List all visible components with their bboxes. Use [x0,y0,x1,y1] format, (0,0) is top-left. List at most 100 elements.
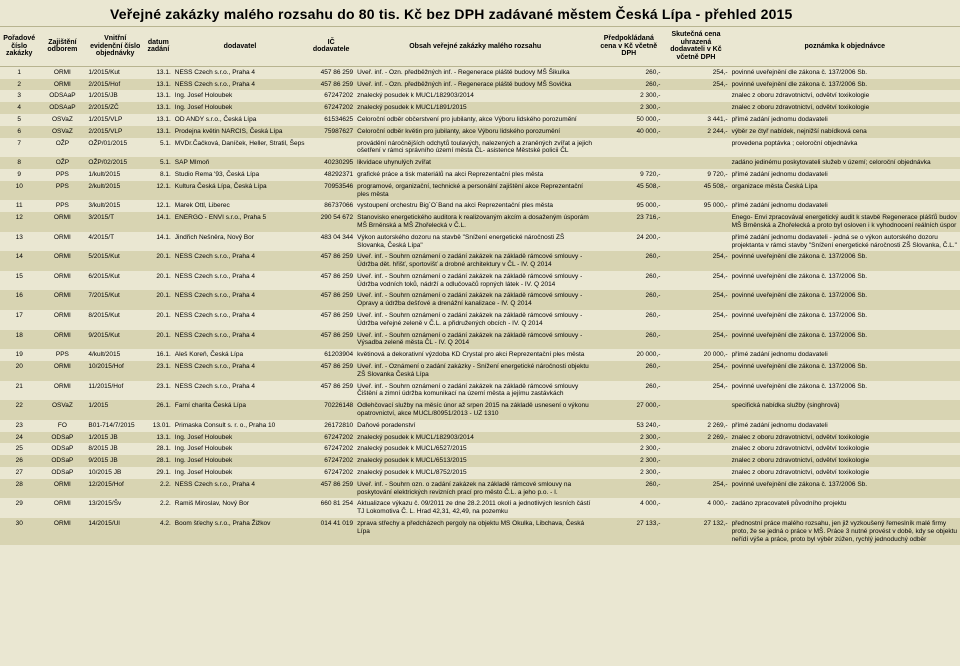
cell-ev: 1/2015/VLP [86,114,144,126]
cell-ic: 67247202 [307,432,355,444]
table-row: 17ORMI8/2015/Kut20.1.NESS Czech s.r.o., … [0,310,960,330]
cell-dz: 8.1. [144,169,173,181]
col-header-3: datum zadání [144,27,173,67]
cell-sc: 2 269,- [662,432,729,444]
cell-poz: zadáno jedinému poskytovateli služeb v ú… [730,157,960,169]
cell-poz: přímé zadání jednomu dodavateli [730,169,960,181]
cell-sc: 254,- [662,381,729,401]
cell-n: 21 [0,381,38,401]
cell-poz: přímé zadání jednomu dodavateli - jedná … [730,232,960,252]
cell-poz: organizace města Česká Lípa [730,181,960,201]
cell-ic: 67247202 [307,455,355,467]
cell-pc: 2 300,- [595,443,662,455]
cell-n: 2 [0,79,38,91]
cell-pc: 95 000,- [595,200,662,212]
col-header-1: Zajištění odborem [38,27,86,67]
cell-poz: povinné uveřejnění dle zákona č. 137/200… [730,251,960,271]
cell-od: ORMI [38,66,86,78]
cell-dod: Ing. Josef Holoubek [173,90,307,102]
cell-dod: Farní charita Česká Lípa [173,400,307,420]
cell-poz: přímé zadání jednomu dodavateli [730,114,960,126]
table-row: 5OSVaZ1/2015/VLP13.1.OD ANDY s.r.o., Čes… [0,114,960,126]
cell-pc: 2 300,- [595,467,662,479]
cell-pc: 260,- [595,251,662,271]
cell-obs: květinová a dekorativní výzdoba KD Cryst… [355,349,595,361]
cell-ev: 1/2015/JB [86,90,144,102]
cell-od: OSVaZ [38,400,86,420]
cell-n: 26 [0,455,38,467]
cell-ic: 457 86 259 [307,479,355,499]
cell-dod: Jindřich Nešněra, Nový Bor [173,232,307,252]
cell-obs: vystoupení orchestru Big´O´Band na akci … [355,200,595,212]
cell-obs: Stanovisko energetického auditora k real… [355,212,595,232]
cell-n: 3 [0,90,38,102]
cell-od: PPS [38,200,86,212]
table-row: 14ORMI5/2015/Kut20.1.NESS Czech s.r.o., … [0,251,960,271]
cell-pc: 40 000,- [595,126,662,138]
cell-pc: 260,- [595,381,662,401]
cell-ev: 2/2015/VLP [86,126,144,138]
table-body: 1ORMI1/2015/Kut13.1.NESS Czech s.r.o., P… [0,66,960,545]
cell-dod: Ramiš Miroslav, Nový Bor [173,498,307,518]
cell-ev: 1/kult/2015 [86,169,144,181]
cell-sc: 254,- [662,290,729,310]
cell-od: ORMI [38,232,86,252]
cell-n: 20 [0,361,38,381]
cell-dz: 13.01. [144,420,173,432]
cell-dz: 14.1. [144,232,173,252]
cell-od: ODSAaP [38,90,86,102]
cell-dod: SAP MImoň [173,157,307,169]
cell-poz: povinné uveřejnění dle zákona č. 137/200… [730,479,960,499]
cell-ic: 457 86 259 [307,251,355,271]
cell-sc [662,102,729,114]
cell-dod: Primaska Consult s. r. o., Praha 10 [173,420,307,432]
cell-od: ODSaP [38,443,86,455]
cell-n: 13 [0,232,38,252]
cell-sc: 254,- [662,251,729,271]
cell-sc: 254,- [662,479,729,499]
cell-dod: NESS Czech s.r.o., Praha 4 [173,361,307,381]
cell-sc: 254,- [662,79,729,91]
cell-obs: Uveř. inf. - Souhrn oznámení o zadání za… [355,290,595,310]
cell-dod: Ing. Josef Holoubek [173,102,307,114]
cell-dz: 26.1. [144,400,173,420]
cell-poz: povinné uveřejnění dle zákona č. 137/200… [730,381,960,401]
cell-obs: znalecký posudek k MUCL/6527/2015 [355,443,595,455]
table-row: 22OSVaZ1/201526.1.Farní charita Česká Lí… [0,400,960,420]
cell-od: ORMI [38,79,86,91]
cell-poz: povinné uveřejnění dle zákona č. 137/200… [730,290,960,310]
table-row: 11PPS3/kult/201512.1.Marek Ottl, Liberec… [0,200,960,212]
cell-poz: zadáno zpracovateli původního projektu [730,498,960,518]
cell-obs: likvidace uhynulých zvířat [355,157,595,169]
cell-ic: 61534625 [307,114,355,126]
cell-od: ODSAaP [38,102,86,114]
cell-poz: povinné uveřejnění dle zákona č. 137/200… [730,66,960,78]
col-header-5: IČ dodavatele [307,27,355,67]
col-header-9: poznámka k objednávce [730,27,960,67]
cell-obs: Uveř. inf. - Souhrn oznámení o zadání za… [355,310,595,330]
cell-od: ORMI [38,518,86,545]
cell-pc: 2 300,- [595,455,662,467]
cell-dz: 13.1. [144,66,173,78]
table-row: 12ORMI3/2015/T14.1.ENERGO - ENVI s.r.o.,… [0,212,960,232]
cell-dod: Ing. Josef Holoubek [173,455,307,467]
cell-pc [595,138,662,158]
cell-poz: znalec z oboru zdravotnictví, odvětví to… [730,90,960,102]
cell-dod: Ing. Josef Holoubek [173,467,307,479]
cell-sc [662,455,729,467]
cell-ev: 9/2015/Kut [86,330,144,350]
cell-pc: 260,- [595,479,662,499]
cell-n: 7 [0,138,38,158]
table-row: 4ODSAaP2/2015/ZČ13.1.Ing. Josef Holoubek… [0,102,960,114]
cell-od: OSVaZ [38,126,86,138]
cell-dz: 20.1. [144,330,173,350]
cell-n: 8 [0,157,38,169]
cell-od: FO [38,420,86,432]
table-row: 1ORMI1/2015/Kut13.1.NESS Czech s.r.o., P… [0,66,960,78]
cell-dod: NESS Czech s.r.o., Praha 4 [173,290,307,310]
cell-ic [307,138,355,158]
table-row: 2ORMI2/2015/Hof13.1.NESS Czech s.r.o., P… [0,79,960,91]
table-row: 30ORMI14/2015/Ul4.2.Boom šťechy s.r.o., … [0,518,960,545]
cell-sc: 254,- [662,66,729,78]
cell-pc: 53 240,- [595,420,662,432]
